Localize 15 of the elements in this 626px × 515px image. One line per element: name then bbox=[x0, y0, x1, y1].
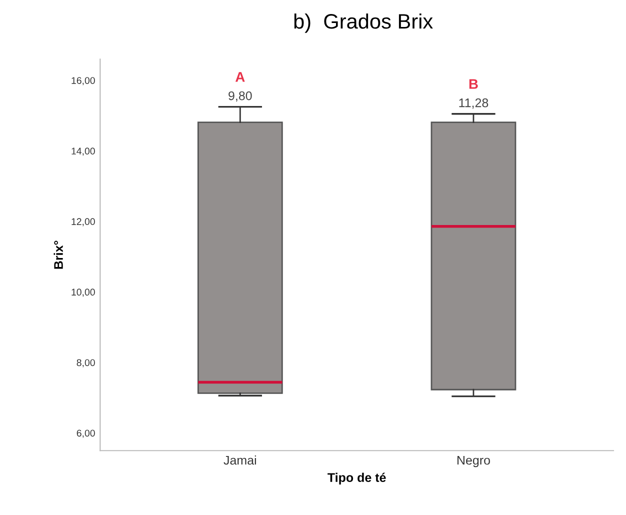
annotation: 11,28 bbox=[459, 98, 488, 109]
annotation: 9,80 bbox=[228, 91, 252, 102]
y-tick-label: 10,00 bbox=[72, 288, 95, 297]
annotation: A bbox=[235, 72, 245, 82]
x-axis-title: Tipo de té bbox=[328, 472, 386, 484]
annotation: B bbox=[469, 79, 478, 89]
y-tick-label: 14,00 bbox=[72, 148, 95, 156]
x-tick-label: Jamai bbox=[224, 455, 256, 465]
y-tick-label: 12,00 bbox=[72, 218, 95, 226]
y-axis-title: Brix° bbox=[54, 240, 63, 269]
chart-title: b) Grados Brix bbox=[294, 13, 433, 33]
y-tick-label: 16,00 bbox=[72, 77, 95, 86]
y-tick-label: 6,00 bbox=[76, 430, 95, 438]
y-tick-label: 8,00 bbox=[76, 359, 95, 368]
x-tick-label: Negro bbox=[457, 456, 490, 468]
